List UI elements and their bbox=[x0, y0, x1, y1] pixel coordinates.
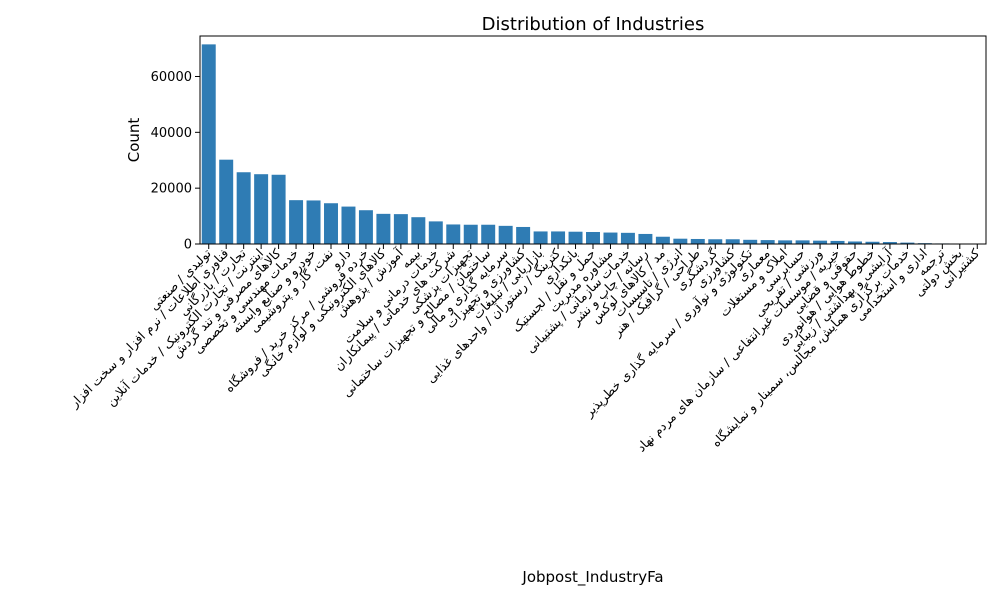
bar bbox=[376, 213, 391, 244]
bar bbox=[900, 242, 915, 244]
bar bbox=[516, 226, 531, 244]
bar bbox=[341, 206, 356, 244]
bar bbox=[638, 233, 653, 244]
y-tick-label: 40000 bbox=[151, 126, 192, 141]
bar bbox=[271, 174, 286, 244]
bar bbox=[254, 174, 269, 244]
y-tick-label: 0 bbox=[184, 238, 192, 253]
chart-title: Distribution of Industries bbox=[482, 14, 705, 35]
bar bbox=[428, 221, 443, 244]
bar bbox=[219, 159, 234, 244]
bar bbox=[586, 231, 600, 244]
bar bbox=[551, 231, 566, 244]
bar bbox=[725, 239, 740, 244]
bar bbox=[236, 172, 251, 244]
bar bbox=[463, 224, 478, 244]
bar bbox=[393, 214, 408, 244]
bar bbox=[306, 200, 321, 244]
bar bbox=[778, 240, 793, 244]
bar bbox=[481, 224, 496, 244]
bar bbox=[848, 241, 862, 244]
bar bbox=[813, 240, 828, 244]
bar bbox=[201, 44, 216, 244]
plot-frame bbox=[199, 35, 987, 245]
bar bbox=[882, 242, 897, 244]
bar bbox=[690, 238, 705, 244]
y-tick-label: 60000 bbox=[151, 70, 192, 85]
bar bbox=[673, 238, 688, 244]
y-tick-label: 20000 bbox=[151, 182, 192, 197]
bar bbox=[603, 232, 618, 244]
x-axis-title: Jobpost_IndustryFa bbox=[521, 568, 663, 587]
y-axis: 0 20000 40000 60000 bbox=[151, 70, 200, 253]
bar bbox=[533, 231, 548, 244]
bars-group bbox=[201, 44, 985, 244]
bar bbox=[358, 210, 373, 244]
bar bbox=[795, 240, 810, 244]
bar bbox=[289, 200, 304, 244]
bar bbox=[620, 232, 635, 244]
y-axis-title: Count bbox=[125, 118, 143, 163]
bar bbox=[743, 239, 758, 244]
bar bbox=[865, 241, 880, 244]
bar bbox=[760, 240, 775, 244]
bar bbox=[446, 224, 461, 244]
bar bbox=[708, 239, 723, 244]
bar bbox=[498, 225, 513, 244]
bar bbox=[411, 217, 426, 244]
bar bbox=[830, 240, 845, 244]
bar bbox=[655, 236, 670, 244]
bar bbox=[324, 203, 338, 244]
bar bbox=[568, 231, 583, 244]
